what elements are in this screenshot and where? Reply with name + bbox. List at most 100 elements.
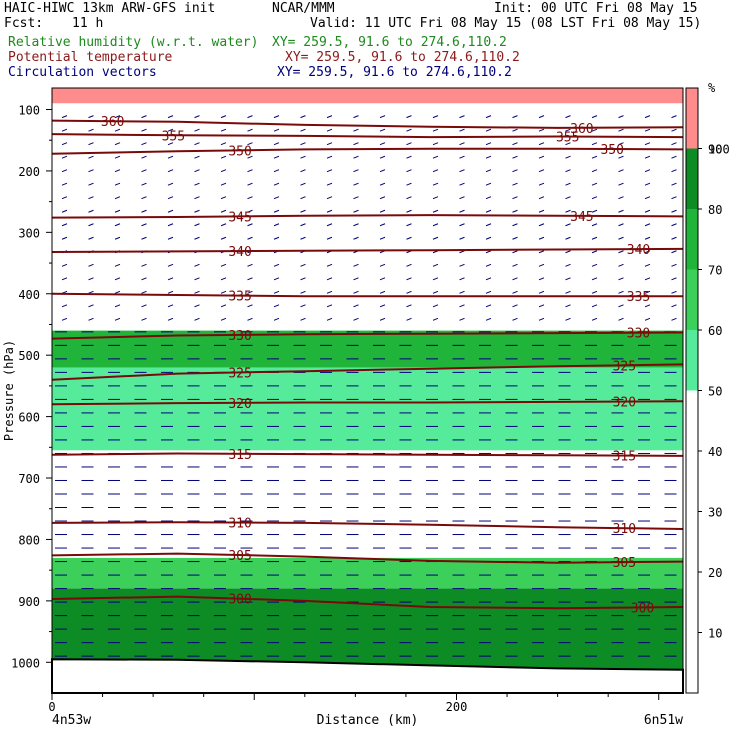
wind-vector (591, 290, 598, 294)
wind-vector (591, 263, 598, 267)
wind-vector (618, 277, 624, 281)
rh-shading (52, 88, 683, 675)
wind-vector (591, 115, 598, 119)
rh-layer-4 (52, 450, 683, 558)
wind-vector (141, 115, 147, 119)
wind-vector (591, 250, 598, 254)
wind-vector (644, 263, 651, 267)
wind-vector (300, 182, 306, 186)
wind-vector (61, 196, 68, 200)
wind-vector (353, 128, 359, 132)
wind-vector (300, 290, 306, 294)
wind-vector (591, 209, 598, 213)
y-tick-label: 300 (18, 226, 40, 240)
wind-vector (485, 236, 492, 240)
wind-vector (114, 196, 121, 200)
theta-label: 340 (228, 245, 251, 260)
wind-vector (565, 250, 571, 254)
wind-vector (273, 263, 280, 267)
theta-contour-360 (52, 119, 683, 129)
wind-vector (167, 169, 174, 173)
wind-vector (538, 304, 545, 308)
wind-vector (512, 142, 518, 146)
wind-vector (565, 209, 571, 213)
theta-contour-340 (52, 247, 683, 253)
colorbar-swatch-10 (686, 632, 698, 693)
wind-vector (194, 304, 200, 308)
wind-vector (353, 115, 359, 119)
wind-vector (194, 263, 200, 267)
x-tick-label: 0 (48, 700, 55, 714)
wind-vector (247, 290, 253, 294)
wind-vector (565, 290, 571, 294)
wind-vector (300, 304, 306, 308)
wind-vector (194, 142, 200, 146)
wind-vector (618, 182, 624, 186)
wind-vector (379, 290, 386, 294)
theta-contour-335 (52, 292, 683, 298)
wind-vector (273, 169, 280, 173)
wind-vector (459, 263, 465, 267)
y-tick-label: 100 (18, 103, 40, 117)
wind-vector (247, 128, 253, 132)
wind-vector (194, 236, 200, 240)
wind-vector (512, 182, 518, 186)
wind-vector (141, 263, 147, 267)
wind-vector (671, 142, 677, 146)
wind-vector (485, 223, 492, 227)
wind-vector (273, 182, 280, 186)
wind-vector (88, 128, 94, 132)
x-start-location: 4n53w (52, 713, 91, 728)
wind-vector (88, 236, 94, 240)
wind-vector (300, 277, 306, 281)
wind-vector (406, 142, 412, 146)
wind-vector (538, 209, 545, 213)
wind-vector (247, 236, 253, 240)
wind-vector (485, 142, 492, 146)
wind-vector (167, 277, 174, 281)
wind-vector (353, 142, 359, 146)
wind-vector (300, 155, 306, 159)
wind-vector (512, 169, 518, 173)
wind-vector (247, 317, 253, 321)
wind-vector (353, 263, 359, 267)
wind-vector (61, 182, 68, 186)
wind-vector (220, 182, 227, 186)
wind-vector (141, 169, 147, 173)
theta-label: 300 (228, 593, 251, 608)
field-rh-label: Relative humidity (w.r.t. water) (8, 35, 259, 50)
wind-vector (512, 223, 518, 227)
wind-vector (167, 209, 174, 213)
wind-vector (353, 290, 359, 294)
wind-vector (141, 155, 147, 159)
wind-vector (167, 115, 174, 119)
wind-vector (671, 277, 677, 281)
theta-label: 345 (228, 210, 251, 225)
wind-vector (512, 236, 518, 240)
wind-vector (538, 236, 545, 240)
wind-vector (194, 290, 200, 294)
wind-vector (459, 236, 465, 240)
wind-vector (538, 317, 545, 321)
wind-vector (671, 209, 677, 213)
model-title: HAIC-HIWC 13km ARW-GFS init (4, 1, 216, 16)
wind-vector (326, 182, 333, 186)
wind-vector (61, 115, 68, 119)
wind-vector (141, 277, 147, 281)
wind-vector (114, 155, 121, 159)
theta-contour-325 (52, 363, 683, 381)
wind-vector (538, 182, 545, 186)
theta-label: 325 (228, 366, 251, 381)
wind-vector (88, 169, 94, 173)
wind-vector (114, 169, 121, 173)
colorbar-swatch-60 (686, 330, 698, 391)
wind-vector (512, 250, 518, 254)
wind-vector (538, 115, 545, 119)
theta-contour-320 (52, 400, 683, 406)
wind-vector (379, 169, 386, 173)
wind-vector (61, 142, 68, 146)
y-tick-label: 600 (18, 411, 40, 425)
wind-vector (61, 223, 68, 227)
wind-vector (644, 277, 651, 281)
wind-vector (194, 196, 200, 200)
